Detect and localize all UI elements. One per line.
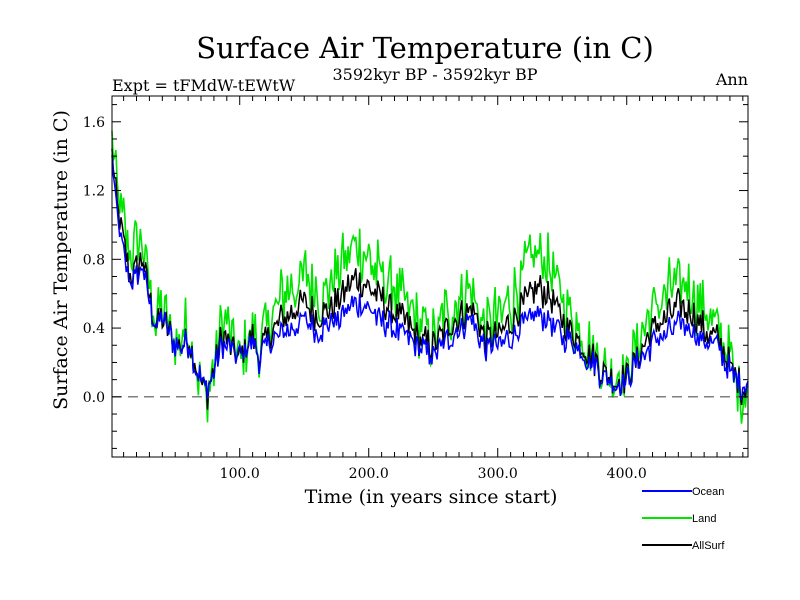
- chart-title: Surface Air Temperature (in C): [196, 31, 654, 65]
- y-tick-label: 1.2: [83, 184, 105, 200]
- axis-tick-labels: 100.0 200.0 300.0 400.0 0.0 0.4 0.8 1.2 1.6: [83, 115, 647, 482]
- x-tick-label: 300.0: [478, 466, 518, 482]
- x-tick-label: 100.0: [220, 466, 260, 482]
- y-tick-label: 0.8: [83, 252, 105, 268]
- series-line-allsurf: [111, 148, 749, 410]
- chart-subtitle-center: 3592kyr BP - 3592kyr BP: [333, 65, 538, 84]
- y-tick-label: 1.6: [83, 115, 105, 131]
- y-axis-label: Surface Air Temperature (in C): [50, 110, 72, 410]
- legend-label-land: Land: [692, 513, 716, 525]
- x-axis-label: Time (in years since start): [305, 486, 558, 508]
- chart-subtitle-left: Expt = tFMdW-tEWtW: [112, 76, 296, 95]
- chart-subtitle-right: Ann: [715, 70, 748, 89]
- legend-label-allsurf: AllSurf: [692, 540, 725, 552]
- y-tick-label: 0.4: [83, 321, 105, 337]
- y-tick-label: 0.0: [83, 390, 105, 406]
- legend: Ocean Land AllSurf: [642, 486, 725, 552]
- x-tick-label: 400.0: [607, 466, 647, 482]
- x-tick-label: 200.0: [349, 466, 389, 482]
- series-line-ocean: [111, 155, 749, 401]
- axis-ticks: [112, 96, 748, 457]
- legend-label-ocean: Ocean: [692, 486, 724, 498]
- series-lines: [111, 130, 749, 424]
